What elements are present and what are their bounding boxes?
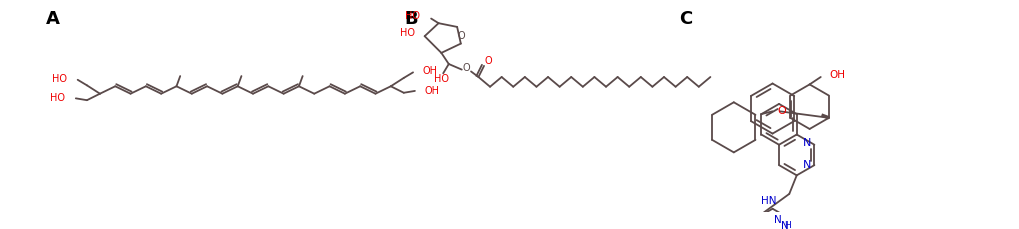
Text: OH: OH [422,66,437,76]
Text: HO: HO [50,93,64,103]
Text: HN: HN [760,196,775,206]
Text: O: O [776,106,785,116]
Text: C: C [679,10,692,28]
Text: OH: OH [828,70,845,80]
Text: N: N [802,138,811,148]
Text: O: O [458,31,465,41]
Text: B: B [404,10,418,28]
Text: H: H [783,221,790,229]
Text: HO: HO [405,11,420,21]
Text: HO: HO [400,28,415,38]
Text: N: N [773,215,782,225]
Text: N: N [781,221,788,229]
Text: O: O [463,63,470,73]
Text: OH: OH [424,86,439,96]
Text: A: A [46,10,60,28]
Text: O: O [484,56,492,66]
Text: HO: HO [52,74,66,84]
Text: N: N [802,160,811,170]
Text: HO: HO [433,74,448,84]
